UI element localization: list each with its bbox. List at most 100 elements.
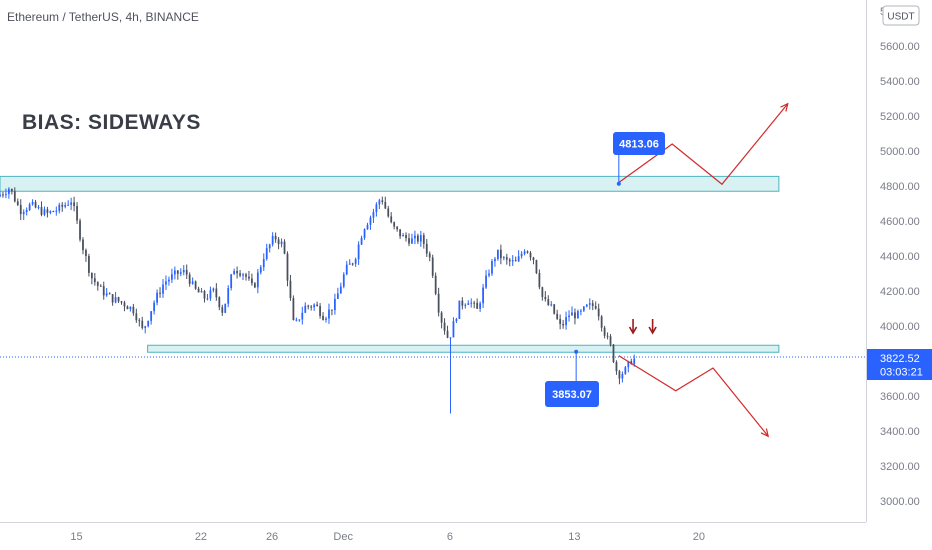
candle-body	[105, 293, 108, 296]
candle-body	[428, 253, 431, 258]
candle-body	[245, 274, 247, 277]
candle-body	[544, 296, 547, 300]
time-tick-label: 22	[195, 531, 207, 543]
candle-body	[37, 207, 40, 209]
candle-body	[179, 272, 182, 274]
candle-body	[378, 200, 381, 205]
candle-body	[49, 211, 52, 213]
candle-body	[449, 337, 452, 339]
candle-body	[153, 302, 156, 312]
candle-body	[13, 191, 16, 202]
candle-body	[203, 291, 206, 299]
candle-body	[233, 270, 236, 275]
candle-body	[96, 282, 99, 286]
candle-body	[61, 204, 64, 207]
price-tick-label: 5000.00	[880, 146, 920, 158]
bias-annotation[interactable]: BIAS: SIDEWAYS	[22, 111, 201, 134]
candle-body	[191, 281, 194, 284]
candle-body	[523, 251, 526, 254]
bullish-projection-path[interactable]	[618, 103, 789, 186]
candle-body	[461, 300, 464, 306]
candle-body	[239, 273, 241, 276]
support-callout-dot	[574, 349, 579, 354]
candle-body	[520, 253, 523, 257]
candle-body	[316, 304, 319, 307]
candle-body	[135, 313, 138, 321]
candle-body	[271, 235, 274, 245]
candle-body	[102, 285, 105, 296]
candle-body	[517, 256, 520, 262]
candle-body	[206, 298, 209, 300]
last-price-tag[interactable]: 3822.52 03:03:21	[867, 349, 932, 380]
support-zone[interactable]	[147, 344, 780, 353]
bullish-projection-arrowhead	[780, 102, 789, 112]
candle-body	[319, 306, 321, 316]
candle-body	[390, 216, 393, 223]
candle-body	[310, 306, 313, 308]
symbol-title[interactable]: Ethereum / TetherUS, 4h, BINANCE	[7, 10, 199, 24]
candle-body	[10, 188, 13, 192]
candle-body	[147, 320, 150, 327]
candle-body	[144, 326, 147, 328]
candle-body	[588, 303, 591, 305]
candle-body	[458, 300, 461, 319]
currency-unit-box[interactable]: USDT	[882, 5, 920, 26]
candle-body	[304, 305, 307, 313]
support-callout[interactable]: 3853.07	[545, 381, 599, 407]
candle-body	[494, 258, 496, 262]
time-axis[interactable]: 15 22 26 Dec 6 13 20	[70, 531, 705, 543]
price-axis[interactable]: 3000.00 3200.00 3400.00 3600.00 4000.00 4200.…	[880, 6, 920, 508]
candle-body	[64, 205, 67, 207]
candle-body	[419, 235, 422, 242]
candle-body	[577, 311, 579, 319]
candle-body	[502, 257, 505, 259]
candle-body	[482, 287, 484, 304]
candle-body	[571, 312, 573, 316]
candle-body	[73, 202, 75, 207]
candle-body	[633, 358, 636, 365]
candle-body	[485, 275, 487, 288]
price-tick-label: 4600.00	[880, 216, 920, 228]
support-callout-text: 3853.07	[552, 389, 592, 401]
candle-body	[262, 258, 265, 268]
price-tick-label: 5400.00	[880, 76, 920, 88]
candle-body	[511, 260, 514, 262]
candle-body	[446, 330, 449, 338]
candle-body	[467, 303, 470, 305]
candle-body	[559, 318, 562, 324]
resistance-zone[interactable]	[0, 175, 780, 192]
candle-body	[431, 257, 434, 276]
price-tick-label: 4800.00	[880, 181, 920, 193]
candle-body	[295, 319, 298, 321]
candles-layer	[0, 187, 636, 414]
candle-body	[624, 367, 627, 374]
candle-body	[52, 211, 55, 213]
candle-body	[342, 274, 345, 287]
price-tick-label: 4200.00	[880, 286, 920, 298]
candle-body	[108, 293, 111, 295]
price-tick-label: 4000.00	[880, 321, 920, 333]
candle-body	[609, 336, 612, 345]
candle-body	[251, 278, 253, 284]
candle-body	[553, 304, 556, 314]
candle-body	[165, 281, 167, 285]
candle-body	[585, 304, 588, 307]
candle-body	[381, 200, 384, 202]
last-price-countdown: 03:03:21	[880, 367, 923, 379]
candle-body	[357, 244, 360, 260]
candle-body	[79, 220, 81, 240]
candle-body	[375, 204, 378, 213]
currency-unit-label: USDT	[887, 12, 914, 23]
candle-body	[8, 188, 10, 194]
candle-body	[31, 201, 34, 205]
candle-body	[111, 294, 114, 303]
candle-body	[514, 260, 517, 262]
candle-body	[230, 274, 233, 289]
candle-body	[150, 311, 153, 321]
bearish-projection-path[interactable]	[618, 355, 769, 437]
resistance-callout[interactable]: 4813.06	[613, 132, 665, 155]
candle-body	[331, 309, 333, 311]
candle-body	[582, 306, 585, 311]
candle-body	[25, 210, 28, 213]
